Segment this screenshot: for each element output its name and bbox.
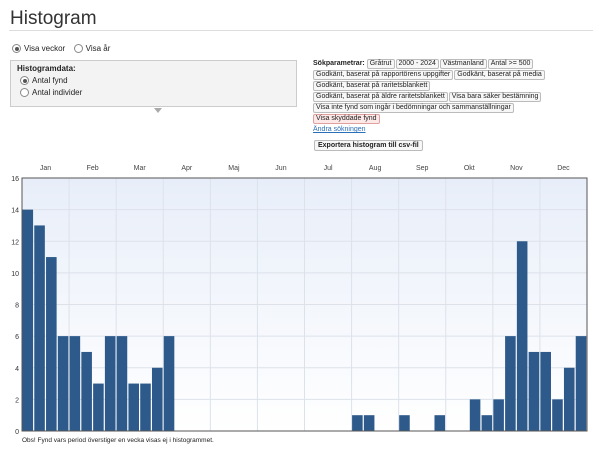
month-label: Jul — [324, 165, 333, 172]
month-label: Mar — [134, 165, 147, 172]
month-label: Dec — [557, 165, 570, 172]
bar — [34, 225, 45, 431]
y-tick-label: 16 — [11, 176, 19, 183]
bar — [128, 383, 140, 431]
search-parameters-label: Sökparametrar: — [313, 60, 365, 67]
search-tag: Godkänt, baserat på raritetsblankett — [313, 81, 431, 91]
month-label: Jun — [275, 165, 286, 172]
bar — [104, 336, 116, 431]
month-label: Jan — [40, 165, 51, 172]
month-label: Sep — [416, 165, 429, 172]
search-tag: Antal >= 500 — [487, 59, 534, 69]
month-label: Feb — [87, 165, 99, 172]
bar — [81, 351, 92, 431]
bar — [493, 399, 504, 431]
show-years-radio[interactable]: Visa år — [73, 44, 111, 53]
search-tag: 2000 - 2024 — [395, 59, 439, 69]
y-tick-label: 0 — [15, 429, 19, 436]
plot-border — [21, 177, 588, 432]
y-tick-label: 4 — [15, 366, 19, 373]
count-individuals-label: Antal individer — [32, 88, 83, 97]
search-tag: Godkänt, baserat på media — [454, 70, 545, 80]
bar — [93, 383, 104, 431]
search-tag: Västmanland — [439, 59, 487, 69]
bar — [22, 209, 34, 431]
count-findings-label: Antal fynd — [32, 76, 68, 85]
change-search-link[interactable]: Ändra sökningen — [313, 126, 366, 133]
y-tick-label: 8 — [15, 303, 19, 310]
divider — [9, 30, 593, 31]
search-tag: Visa inte fynd som ingår i bedömningar o… — [313, 103, 514, 113]
search-tag-protected: Visa skyddade fynd — [313, 114, 380, 124]
bar — [575, 336, 587, 431]
bar — [563, 367, 575, 431]
count-individuals-radio[interactable]: Antal individer — [20, 88, 290, 97]
bar — [552, 399, 563, 431]
month-label: Aug — [369, 165, 382, 172]
histogram-data-heading: Histogramdata: — [17, 64, 76, 73]
bar — [140, 383, 151, 431]
chart-note: Obs! Fynd vars period överstiger en veck… — [22, 437, 214, 444]
bar — [57, 336, 69, 431]
view-toggle: Visa veckor Visa år — [12, 40, 114, 58]
y-tick-label: 12 — [11, 239, 19, 246]
count-findings-radio[interactable]: Antal fynd — [20, 76, 290, 85]
bar — [46, 257, 57, 431]
month-label: Okt — [464, 165, 475, 172]
bar — [540, 351, 551, 431]
search-tag: Godkänt, baserat på äldre raritetsblanke… — [313, 92, 448, 102]
search-tag: Visa bara säker bestämning — [448, 92, 542, 102]
bar — [516, 241, 528, 431]
bar — [352, 415, 363, 431]
export-csv-button[interactable]: Exportera histogram till csv-fil — [314, 140, 423, 151]
show-weeks-radio[interactable]: Visa veckor — [12, 44, 65, 53]
search-tag: Gråtrut — [366, 59, 395, 69]
bar — [69, 336, 81, 431]
show-weeks-label: Visa veckor — [24, 44, 66, 53]
histogram-chart: 0 2 4 6 8 10 12 14 16 Jan Feb Mar Apr Maj Jun Jul Aug Sep… — [11, 165, 588, 436]
month-label: Maj — [228, 165, 240, 172]
histogram-data-panel: Histogramdata: Antal fynd Antal individe… — [10, 60, 297, 107]
search-parameters: Sökparametrar: Gråtrut 2000 - 2024 Västman… — [313, 59, 573, 135]
y-tick-label: 6 — [15, 334, 19, 341]
search-tag: Godkänt, baserat på rapportörens uppgift… — [313, 70, 454, 80]
y-tick-label: 14 — [11, 208, 19, 215]
month-label: Nov — [510, 165, 523, 172]
bar — [505, 336, 516, 431]
show-years-label: Visa år — [85, 44, 111, 53]
bar — [163, 336, 175, 431]
bar — [434, 415, 446, 431]
month-label: Apr — [181, 165, 193, 172]
panel-collapse-arrow-icon[interactable] — [154, 108, 162, 113]
y-tick-label: 10 — [11, 271, 19, 278]
bar — [528, 351, 540, 431]
bar — [399, 415, 410, 431]
bar — [481, 415, 493, 431]
y-tick-label: 2 — [15, 397, 19, 404]
page-title: Histogram — [10, 8, 97, 29]
bar — [469, 399, 481, 431]
bar — [116, 336, 128, 431]
bar — [151, 367, 163, 431]
bar — [363, 415, 375, 431]
